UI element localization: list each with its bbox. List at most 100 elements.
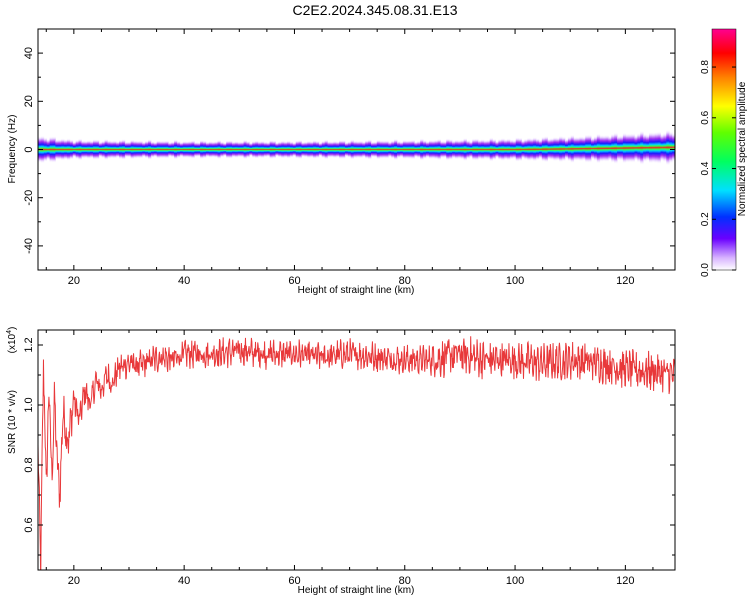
heatmap-cell bbox=[637, 132, 641, 163]
heatmap-cell bbox=[388, 141, 392, 158]
heatmap-cell bbox=[182, 140, 187, 159]
heatmap-cell bbox=[324, 139, 328, 160]
heatmap-cell bbox=[617, 135, 621, 161]
colorbar-ticks: 0.0 0.2 0.4 0.6 0.8 bbox=[700, 60, 736, 277]
heatmap-cell bbox=[255, 140, 259, 159]
heatmap-cell bbox=[588, 134, 592, 163]
heatmap-cell bbox=[139, 140, 143, 159]
heatmap-cell bbox=[550, 137, 554, 161]
heatmap-cell bbox=[489, 137, 493, 162]
heatmap-cell bbox=[234, 140, 239, 159]
heatmap-cell bbox=[509, 139, 514, 160]
heatmap-cell bbox=[203, 140, 207, 159]
heatmap-cell bbox=[437, 138, 441, 161]
heatmap-cell bbox=[165, 140, 169, 159]
x-tick-label: 100 bbox=[506, 575, 524, 587]
y-tick-label: 0.8 bbox=[23, 457, 35, 472]
heatmap-cell bbox=[174, 139, 178, 160]
heatmap-cell bbox=[593, 135, 598, 162]
heatmap-cell bbox=[457, 139, 462, 160]
heatmap-cell bbox=[463, 137, 467, 162]
heatmap-cell bbox=[397, 140, 401, 159]
heatmap-cell bbox=[373, 141, 378, 158]
heatmap-cell bbox=[342, 139, 346, 160]
heatmap-cell bbox=[628, 133, 632, 163]
heatmap-cell bbox=[379, 140, 383, 159]
x-tick-label: 40 bbox=[178, 575, 190, 587]
x-tick-label: 60 bbox=[288, 575, 300, 587]
snr-panel: 20 40 60 80 100 120 0.6 0.8 1.0 1.2 Height of st… bbox=[6, 327, 676, 596]
heatmap-cell bbox=[614, 132, 618, 165]
heatmap-cell bbox=[646, 134, 650, 162]
heatmap-cell bbox=[391, 140, 395, 159]
heatmap-cell bbox=[116, 141, 120, 158]
heatmap-cell bbox=[469, 140, 473, 159]
heatmap-cell bbox=[229, 140, 233, 159]
heatmap-cell bbox=[278, 141, 282, 158]
heatmap-cell bbox=[666, 129, 670, 166]
heatmap-cell bbox=[431, 139, 436, 160]
heatmap-cell bbox=[660, 133, 664, 162]
heatmap-cell bbox=[232, 141, 236, 158]
heatmap-cell bbox=[394, 138, 398, 161]
heatmap-cell bbox=[570, 134, 575, 164]
heatmap-cell bbox=[452, 140, 456, 159]
heatmap-cell bbox=[310, 141, 314, 158]
heatmap-cell bbox=[504, 138, 508, 161]
snr-multiplier: (x104) bbox=[6, 327, 18, 354]
heatmap-cell bbox=[382, 140, 386, 159]
heatmap-cell bbox=[197, 142, 201, 157]
snr-x-label: Height of straight line (km) bbox=[298, 585, 415, 596]
heatmap-cell bbox=[405, 140, 410, 159]
heatmap-cell bbox=[353, 140, 357, 159]
y-tick-label: -20 bbox=[23, 190, 35, 206]
heatmap-cell bbox=[538, 139, 543, 160]
heatmap-cell bbox=[46, 138, 50, 161]
y-tick-label: 1.2 bbox=[23, 337, 35, 352]
heatmap-cell bbox=[498, 138, 502, 161]
heatmap-cell bbox=[556, 137, 560, 161]
heatmap-cell bbox=[449, 138, 453, 161]
heatmap-cell bbox=[101, 140, 105, 159]
heatmap-cell bbox=[214, 140, 218, 158]
heatmap-cell bbox=[313, 140, 317, 159]
heatmap-cell bbox=[663, 132, 667, 163]
heatmap-cell bbox=[98, 141, 103, 158]
heatmap-cell bbox=[150, 141, 155, 158]
heatmap-cell bbox=[295, 140, 299, 159]
heatmap-cell bbox=[243, 139, 247, 160]
heatmap-cell bbox=[107, 140, 111, 159]
heatmap-cell bbox=[605, 134, 609, 162]
heatmap-cell bbox=[495, 140, 499, 159]
y-tick-label: -40 bbox=[23, 238, 35, 254]
heatmap-cell bbox=[263, 141, 268, 158]
heatmap-cell bbox=[333, 140, 337, 159]
heatmap-cell bbox=[483, 139, 488, 160]
heatmap-cell bbox=[582, 136, 586, 161]
heatmap-cell bbox=[434, 139, 438, 160]
heatmap-cell bbox=[237, 141, 242, 158]
heatmap-cell bbox=[179, 142, 184, 158]
heatmap-cell bbox=[564, 138, 569, 160]
heatmap-cell bbox=[217, 139, 221, 160]
heatmap-cell bbox=[362, 141, 366, 158]
heatmap-cell bbox=[249, 142, 253, 157]
heatmap-cell bbox=[475, 138, 479, 161]
heatmap-cell bbox=[599, 134, 604, 162]
heatmap-cell bbox=[156, 140, 161, 159]
heatmap-cell bbox=[408, 139, 412, 160]
heatmap-cell bbox=[246, 140, 250, 159]
snr-frame bbox=[37, 329, 676, 571]
heatmap-cell bbox=[93, 139, 97, 160]
heatmap-cell bbox=[52, 136, 56, 163]
heatmap-cell bbox=[136, 140, 140, 159]
heatmap-cell bbox=[81, 140, 85, 159]
heatmap-cell bbox=[344, 142, 349, 157]
x-tick-label: 20 bbox=[68, 275, 80, 287]
heatmap-cell bbox=[87, 140, 91, 159]
heatmap-cell bbox=[423, 139, 427, 160]
heatmap-cell bbox=[275, 142, 279, 157]
heatmap-cell bbox=[512, 139, 517, 160]
snr-multiplier-base: (x10 bbox=[7, 333, 18, 353]
